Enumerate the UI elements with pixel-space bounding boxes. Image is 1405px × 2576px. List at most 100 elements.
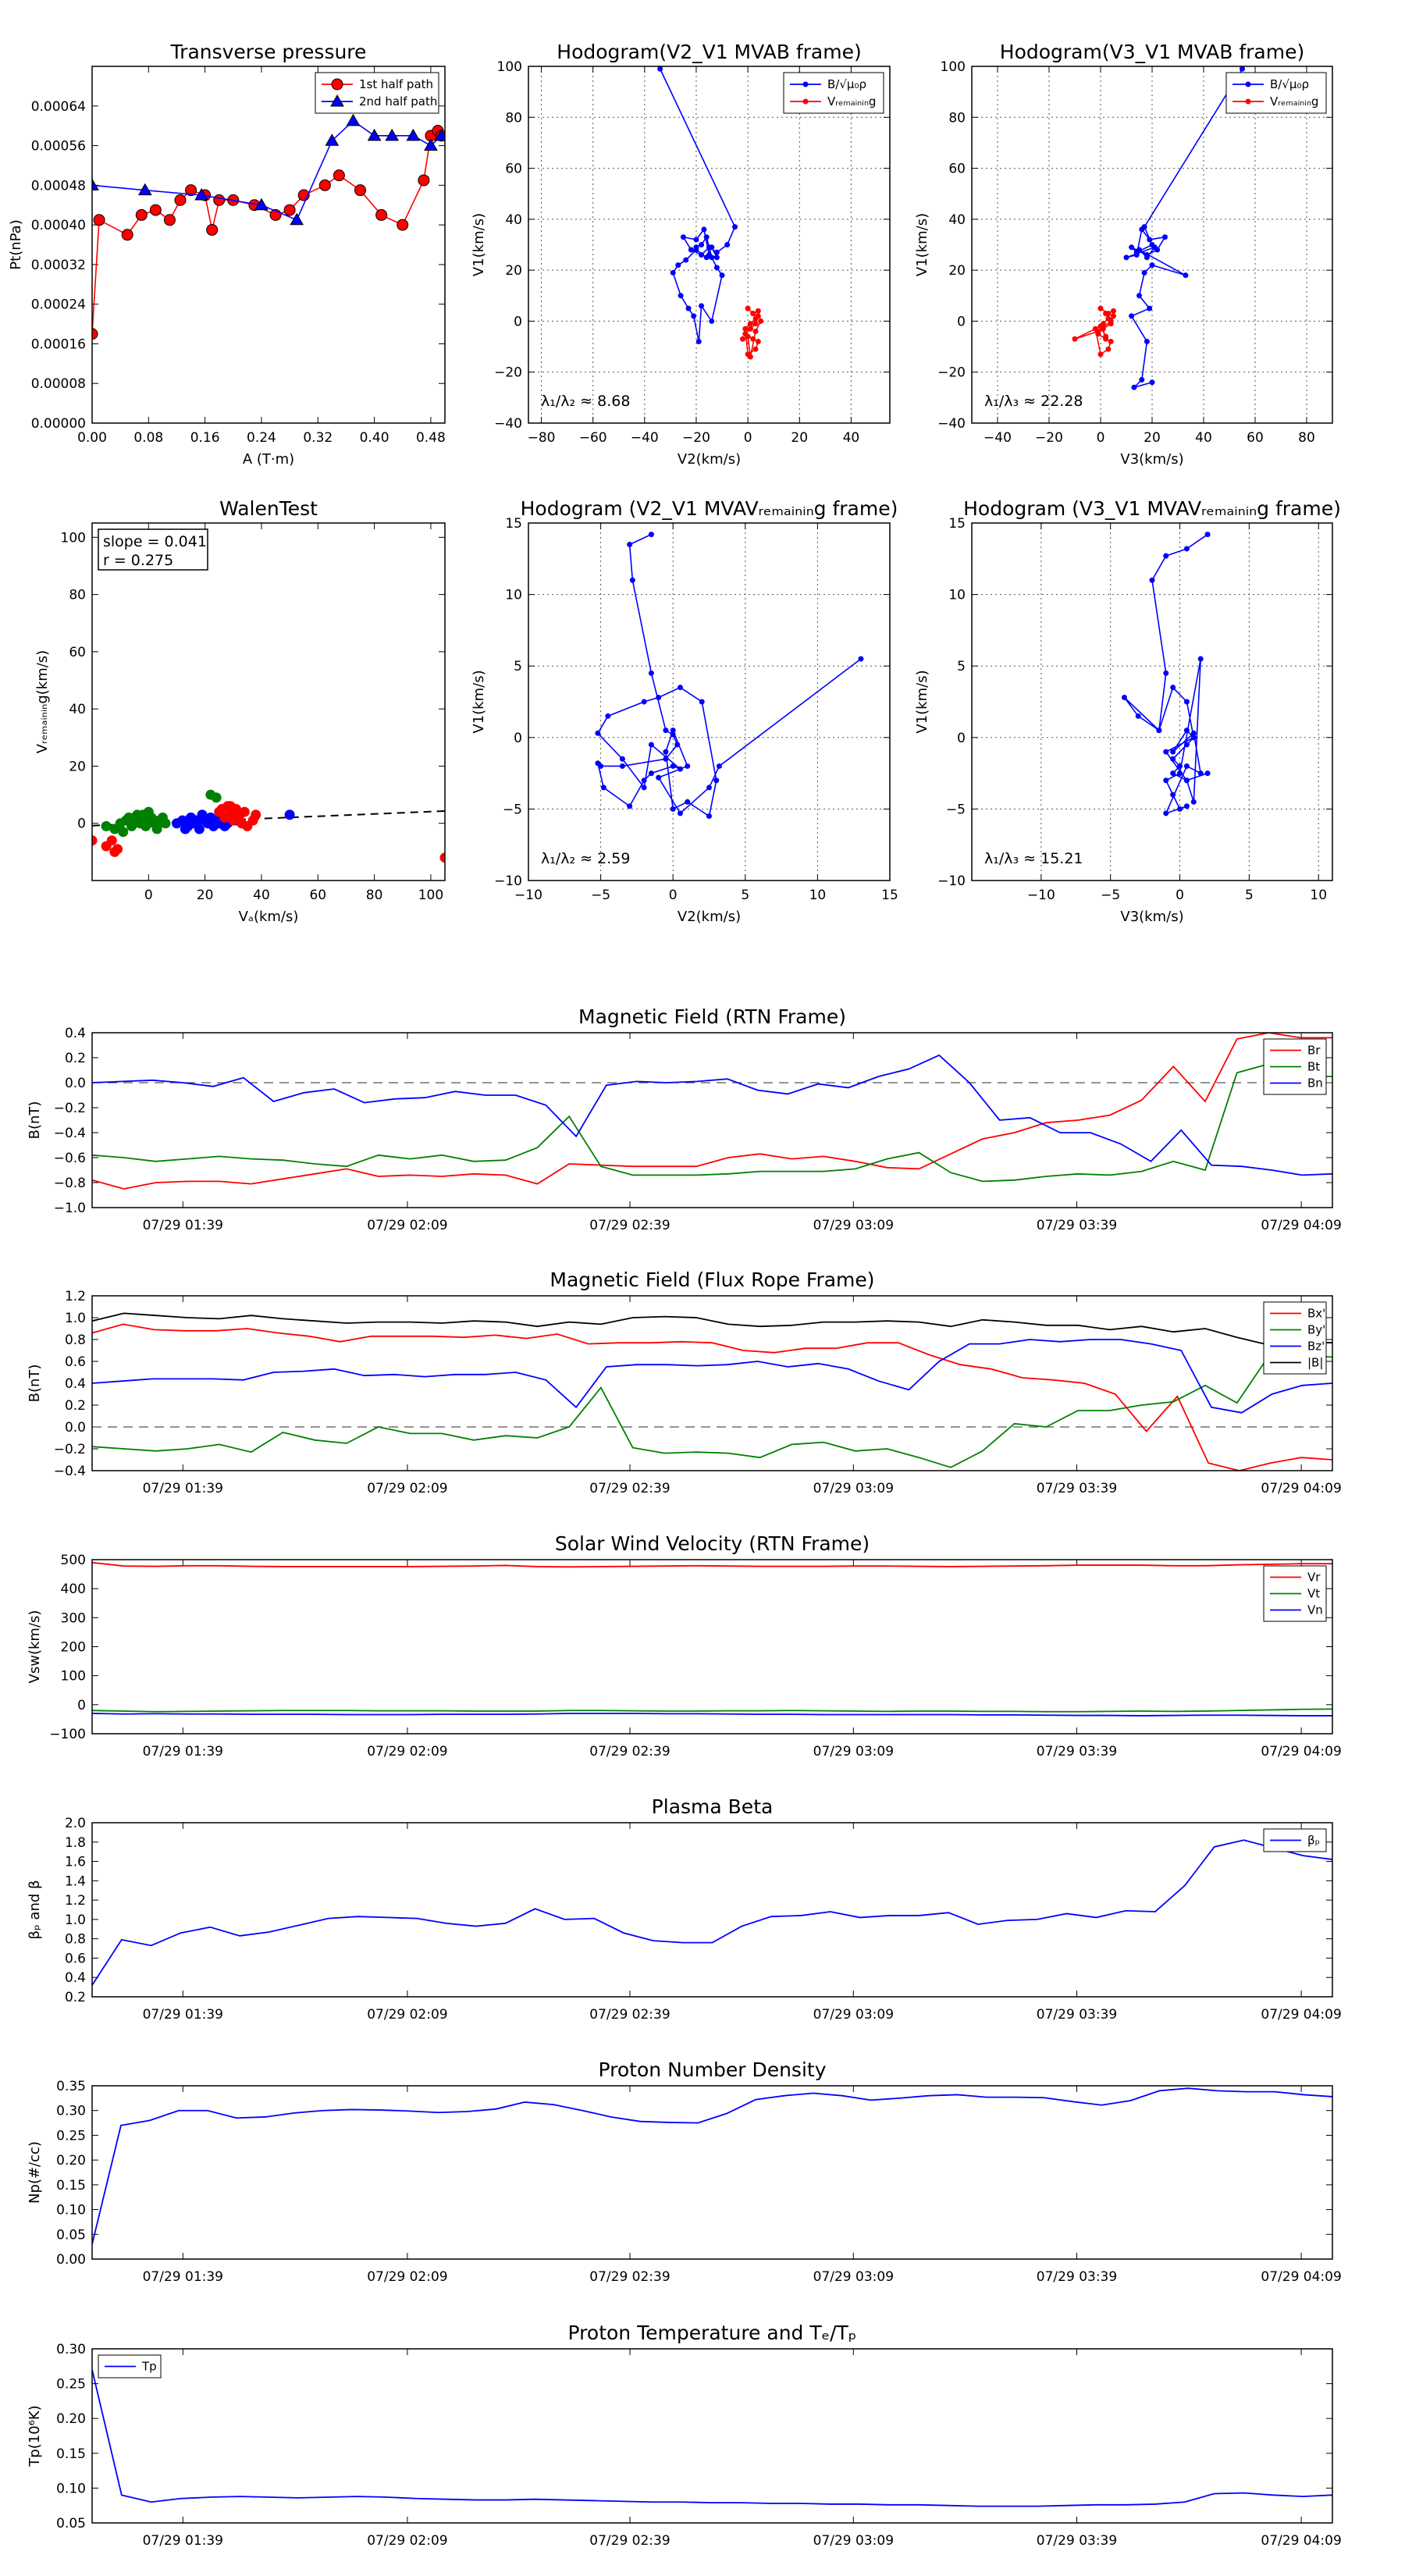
- plot-area: [595, 532, 864, 820]
- y-tick-label: 0.00056: [31, 139, 86, 155]
- chart-title: Magnetic Field (RTN Frame): [578, 1005, 846, 1028]
- data-point: [1183, 803, 1190, 809]
- legend: 1st half path 2nd half path: [315, 72, 439, 114]
- data-point: [742, 326, 749, 332]
- y-tick-label: 60: [505, 162, 522, 177]
- x-tick-label: 0.32: [303, 430, 333, 446]
- y-axis-label: Vsw(km/s): [27, 1610, 43, 1684]
- data-point: [385, 128, 400, 141]
- data-point: [695, 339, 702, 345]
- y-tick-label: 1.2: [65, 1289, 86, 1304]
- x-tick-label: 20: [1144, 430, 1161, 446]
- data-point: [641, 699, 647, 705]
- y-axis-label: B(nT): [27, 1101, 43, 1140]
- x-tick-label: 07/29 03:39: [1037, 2533, 1117, 2549]
- legend-label: By': [1307, 1323, 1325, 1337]
- series-line: [92, 1033, 1332, 1190]
- data-point: [688, 247, 694, 253]
- x-tick-label: 07/29 03:39: [1037, 1218, 1117, 1233]
- y-tick-label: 0: [957, 731, 966, 746]
- data-point: [677, 685, 683, 691]
- y-tick-label: 40: [948, 212, 966, 228]
- annotation-box: slope = 0.041 r = 0.275: [98, 528, 208, 571]
- data-point: [755, 308, 761, 314]
- y-tick-label: 1.0: [65, 1311, 86, 1326]
- axes-frame: [91, 522, 446, 881]
- annotation-text: λ₁/λ₂ ≈ 2.59: [541, 850, 630, 867]
- x-tick-label: 0.16: [190, 430, 220, 446]
- x-axis-label: V2(km/s): [678, 451, 741, 468]
- x-tick-label: 07/29 04:09: [1261, 1218, 1341, 1233]
- data-point: [1177, 763, 1183, 769]
- axes-frame: [91, 66, 446, 424]
- y-tick-label: 0.30: [56, 2104, 86, 2119]
- legend-label: 1st half path: [359, 77, 433, 91]
- chart-p3: −40 −20 0 20 40 60 80 −40 −20 0 20 40 60 80 100 Hodogra…: [914, 41, 1333, 468]
- x-tick-label: 07/29 02:39: [589, 1218, 670, 1233]
- data-point: [677, 810, 683, 817]
- chart-p4: 0 20 40 60 80 100 0 20 40 60 80 100 WalenTest Vₐ(km/s…: [34, 497, 446, 925]
- chart-title: Transverse pressure: [170, 41, 367, 63]
- legend: B/√μ₀ρ Vᵣₑₘₐᵢₙᵢₙg: [1225, 72, 1327, 114]
- y-tick-label: −0.2: [54, 1101, 86, 1116]
- x-tick-label: 40: [1195, 430, 1212, 446]
- data-point: [629, 577, 635, 583]
- y-axis-label: Tp(10⁶K): [27, 2405, 43, 2467]
- x-tick-label: 07/29 02:39: [589, 1481, 670, 1496]
- y-tick-label: 0.0: [65, 1420, 86, 1436]
- data-point: [619, 763, 625, 769]
- x-tick-label: 0.08: [133, 430, 163, 446]
- data-point: [1136, 293, 1142, 299]
- plot-area: [92, 1033, 1332, 1190]
- annotation-text: λ₁/λ₃ ≈ 15.21: [984, 850, 1083, 867]
- chart-title: Proton Temperature and Tₑ/Tₚ: [568, 2322, 857, 2344]
- axes-frame: [91, 1559, 1333, 1735]
- data-point: [703, 234, 710, 240]
- y-tick-label: −40: [494, 416, 522, 432]
- data-point: [706, 785, 712, 791]
- x-tick-label: 40: [843, 430, 860, 446]
- data-point: [92, 328, 98, 340]
- data-point: [713, 777, 720, 784]
- data-point: [1097, 323, 1104, 329]
- scatter-point: [106, 835, 117, 846]
- data-point: [595, 760, 601, 767]
- y-tick-label: 0.00008: [31, 376, 86, 392]
- data-point: [1149, 577, 1155, 583]
- y-tick-label: 0.00024: [31, 297, 86, 313]
- data-point: [750, 311, 756, 317]
- data-point: [93, 214, 105, 226]
- x-tick-label: −10: [1027, 888, 1055, 903]
- data-point: [333, 169, 345, 182]
- series-line: [596, 533, 862, 817]
- data-point: [1190, 735, 1197, 741]
- data-point: [663, 749, 669, 755]
- y-tick-label: 80: [505, 110, 522, 126]
- data-point: [595, 730, 601, 736]
- axes-frame: [528, 522, 891, 881]
- scatter-point: [180, 824, 190, 834]
- data-point: [1149, 379, 1155, 386]
- data-point: [670, 728, 676, 734]
- y-tick-label: 0.00: [56, 2252, 86, 2268]
- data-point: [685, 305, 692, 311]
- data-point: [1170, 749, 1176, 755]
- data-point: [739, 336, 745, 342]
- legend: βₚ: [1263, 1828, 1327, 1852]
- data-point: [627, 803, 633, 809]
- y-tick-label: 0: [514, 314, 522, 329]
- y-tick-label: 0.4: [65, 1970, 86, 1986]
- series-line: [92, 1063, 1332, 1183]
- data-point: [758, 318, 764, 324]
- data-point: [670, 763, 676, 769]
- data-point: [1129, 313, 1135, 319]
- x-tick-label: 07/29 02:39: [589, 1744, 670, 1759]
- data-point: [1183, 742, 1190, 748]
- legend-marker: [802, 81, 809, 87]
- data-point: [1097, 305, 1104, 311]
- data-point: [163, 214, 176, 226]
- data-point: [657, 66, 663, 72]
- chart-title: Plasma Beta: [652, 1795, 774, 1818]
- y-tick-label: 1.8: [65, 1835, 86, 1851]
